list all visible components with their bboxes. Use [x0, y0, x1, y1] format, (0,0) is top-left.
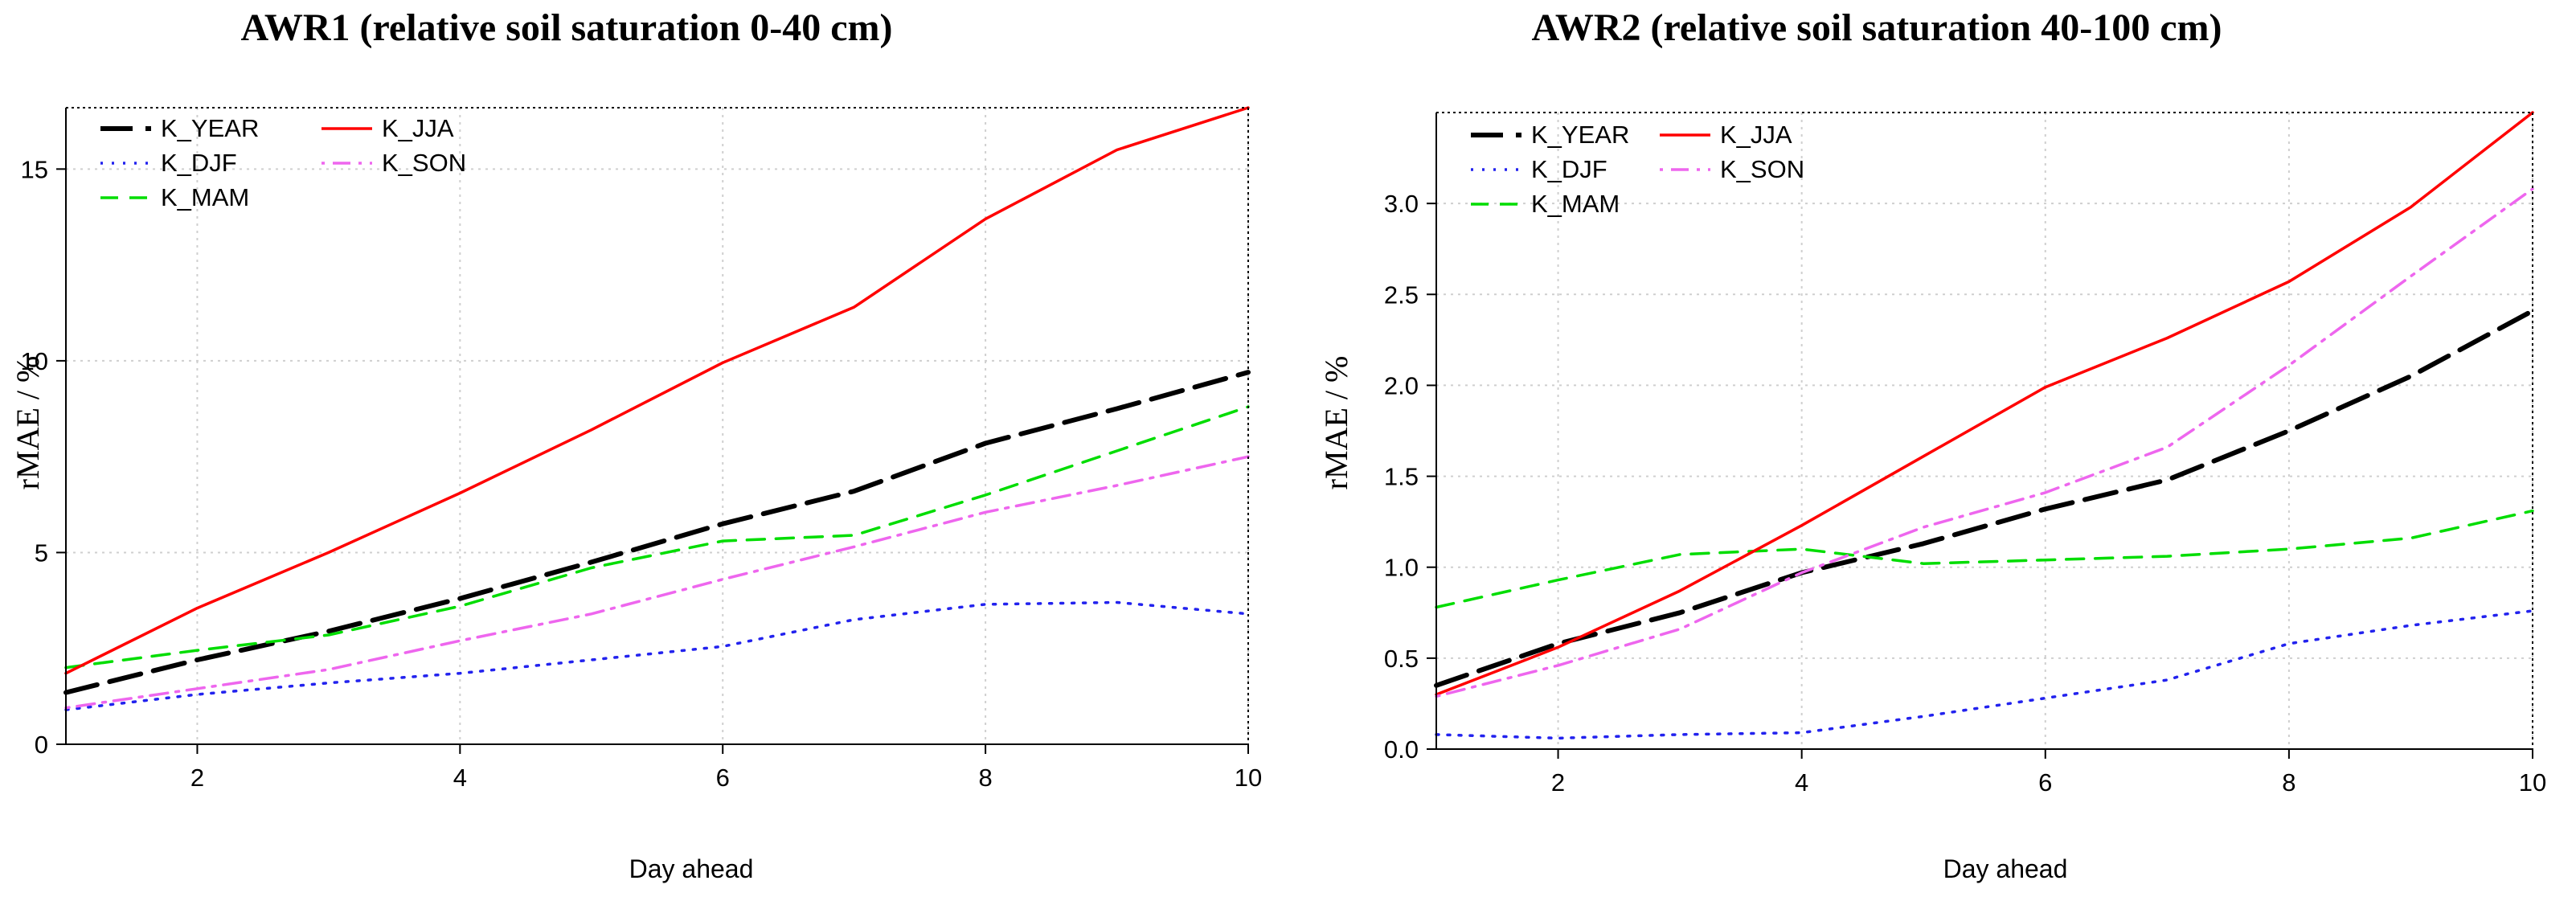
series-line-k-year — [63, 370, 1251, 695]
x-tick-label: 4 — [1795, 768, 1808, 797]
series-line-k-jja — [1435, 111, 2534, 696]
series-layer — [63, 106, 1251, 711]
x-tick-label: 8 — [978, 764, 992, 792]
legend-item: K_SON — [1660, 155, 1804, 183]
legend-item: K_DJF — [100, 149, 237, 177]
x-tick-label: 8 — [2282, 768, 2295, 797]
legend-label: K_YEAR — [161, 114, 259, 142]
y-tick-label: 0 — [35, 731, 48, 759]
chart-awr2: AWR2 (relative soil saturation 40-100 cm… — [1318, 6, 2546, 883]
x-tick-label: 2 — [190, 764, 204, 792]
legend-item: K_MAM — [100, 183, 249, 211]
series-line-k-year — [1434, 308, 2535, 688]
legend-item: K_JJA — [1660, 121, 1792, 149]
series-line-k-mam — [64, 405, 1250, 670]
legend-label: K_YEAR — [1531, 121, 1629, 149]
legend-label: K_JJA — [382, 114, 454, 142]
chart-awr1: AWR1 (relative soil saturation 0-40 cm) … — [10, 6, 1262, 883]
x-tick-label: 6 — [716, 764, 730, 792]
y-axis-label: rMAE / % — [10, 356, 46, 490]
y-tick-label: 2.5 — [1384, 281, 1419, 309]
legend-label: K_MAM — [1531, 190, 1620, 218]
y-tick-label: 5 — [35, 539, 48, 567]
y-tick-label: 1.5 — [1384, 463, 1419, 491]
x-tick-label: 2 — [1551, 768, 1565, 797]
y-axis: 0.0 0.5 1.0 1.5 2.0 2.5 3.0 — [1384, 190, 1436, 764]
x-axis: 2 4 6 8 10 — [1551, 749, 2546, 797]
legend-label: K_SON — [382, 149, 466, 177]
legend-item: K_YEAR — [100, 114, 259, 142]
legend-item: K_JJA — [321, 114, 454, 142]
chart-title: AWR1 (relative soil saturation 0-40 cm) — [241, 6, 893, 49]
y-axis: 0 5 10 15 — [21, 155, 66, 759]
series-line-k-son — [64, 455, 1250, 710]
legend-label: K_MAM — [161, 183, 249, 211]
x-tick-label: 10 — [2519, 768, 2546, 797]
y-tick-label: 10 — [21, 347, 48, 375]
series-line-k-djf — [1435, 609, 2534, 740]
series-line-k-son — [1435, 187, 2534, 698]
plot-frame — [1435, 112, 2533, 750]
y-tick-label: 3.0 — [1384, 190, 1419, 218]
legend-label: K_DJF — [1531, 155, 1607, 183]
legend-item: K_YEAR — [1471, 121, 1629, 149]
y-tick-label: 0.5 — [1384, 645, 1419, 673]
legend-label: K_SON — [1720, 155, 1804, 183]
x-axis-label: Day ahead — [1943, 854, 2068, 883]
x-axis: 2 4 6 8 10 — [190, 744, 1262, 792]
legend-item: K_MAM — [1471, 190, 1620, 218]
y-tick-label: 2.0 — [1384, 371, 1419, 399]
x-tick-label: 4 — [453, 764, 467, 792]
x-axis-label: Day ahead — [629, 854, 754, 883]
x-tick-label: 10 — [1235, 764, 1262, 792]
legend-label: K_JJA — [1720, 121, 1792, 149]
legend-item: K_DJF — [1471, 155, 1607, 183]
y-axis-label: rMAE / % — [1318, 356, 1354, 490]
series-layer — [1434, 111, 2535, 740]
y-tick-label: 0.0 — [1384, 735, 1419, 764]
legend: K_YEAR K_DJF K_MAM K_JJA K_SON — [100, 114, 466, 211]
legend-item: K_SON — [321, 149, 466, 177]
legend: K_YEAR K_DJF K_MAM K_JJA K_SON — [1471, 121, 1804, 218]
y-tick-label: 15 — [21, 155, 48, 183]
x-tick-label: 6 — [2038, 768, 2052, 797]
series-line-k-djf — [64, 600, 1250, 711]
series-line-k-mam — [1435, 509, 2534, 609]
plot-frame — [65, 107, 1249, 745]
chart-title: AWR2 (relative soil saturation 40-100 cm… — [1532, 6, 2222, 49]
y-tick-label: 1.0 — [1384, 554, 1419, 582]
series-line-k-jja — [64, 106, 1250, 675]
legend-label: K_DJF — [161, 149, 237, 177]
